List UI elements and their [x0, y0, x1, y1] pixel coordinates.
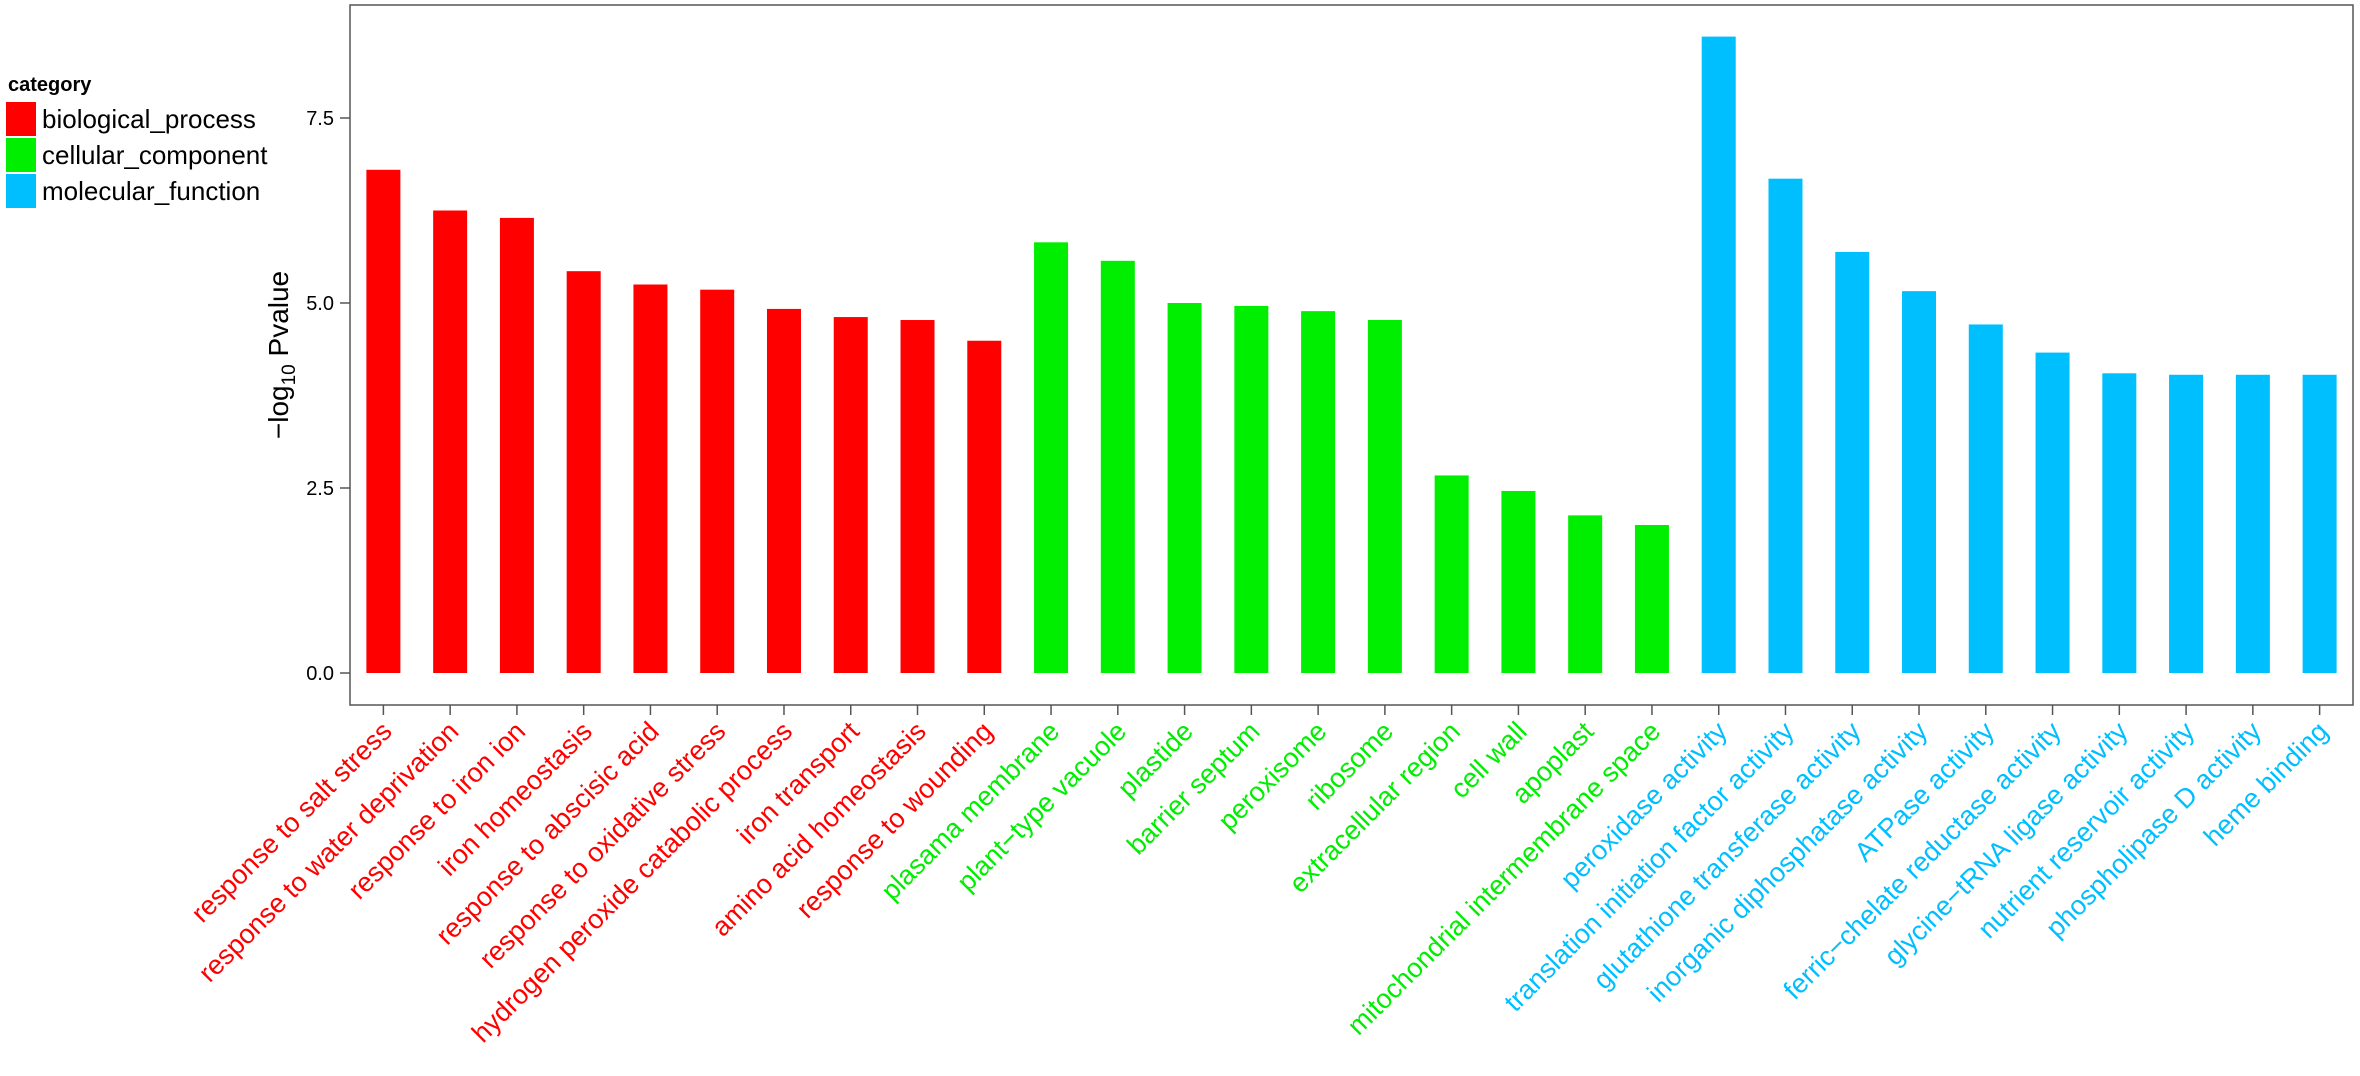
legend-item-molecular-function: molecular_function: [6, 173, 267, 209]
legend-swatch-cellular-component: [6, 138, 36, 172]
bar: [1234, 305, 1269, 673]
bar: [1902, 291, 1937, 673]
bar: [1634, 525, 1669, 673]
bar: [499, 217, 534, 673]
bar: [1367, 320, 1402, 673]
bar: [1167, 303, 1202, 673]
bar: [633, 284, 668, 673]
y-tick-label: 5.0: [306, 293, 334, 315]
legend: category biological_process cellular_com…: [6, 74, 267, 209]
bar: [1568, 515, 1603, 673]
bar: [2235, 374, 2270, 673]
bar: [2169, 374, 2204, 673]
legend-label: biological_process: [42, 103, 256, 134]
legend-title: category: [8, 74, 92, 96]
legend-item-cellular-component: cellular_component: [6, 137, 267, 173]
bar: [2302, 374, 2337, 673]
x-tick-label: response to water deprivation: [193, 716, 465, 988]
bar: [366, 169, 401, 674]
bar: [900, 320, 935, 673]
bar: [1501, 490, 1536, 673]
y-tick-label: 2.5: [306, 478, 334, 500]
y-axis-label: −log10 Pvalue: [263, 271, 300, 439]
bar: [433, 210, 468, 673]
bar: [766, 308, 801, 673]
bar: [566, 271, 601, 673]
bar: [1434, 475, 1469, 673]
bar: [1768, 178, 1803, 673]
bar: [1301, 311, 1336, 673]
y-tick-label: 7.5: [306, 108, 334, 130]
plot-panel: [349, 4, 2354, 706]
legend-swatch-biological-process: [6, 102, 36, 136]
bar: [1968, 324, 2003, 673]
bar: [1100, 260, 1135, 673]
legend-label: cellular_component: [42, 139, 268, 170]
legend-label: molecular_function: [42, 175, 261, 206]
legend-item-biological-process: biological_process: [6, 101, 267, 137]
bar: [1701, 36, 1736, 674]
bar: [2102, 373, 2137, 673]
x-tick-label: glycine−tRNA ligase activity: [1878, 716, 2134, 972]
legend-swatch-molecular-function: [6, 174, 36, 208]
bar: [1034, 242, 1069, 673]
bar: [833, 317, 868, 673]
bar: [1835, 251, 1870, 673]
bar: [967, 340, 1002, 673]
bar: [2035, 352, 2070, 673]
bar: [700, 289, 735, 673]
y-tick-label: 0.0: [306, 663, 334, 685]
